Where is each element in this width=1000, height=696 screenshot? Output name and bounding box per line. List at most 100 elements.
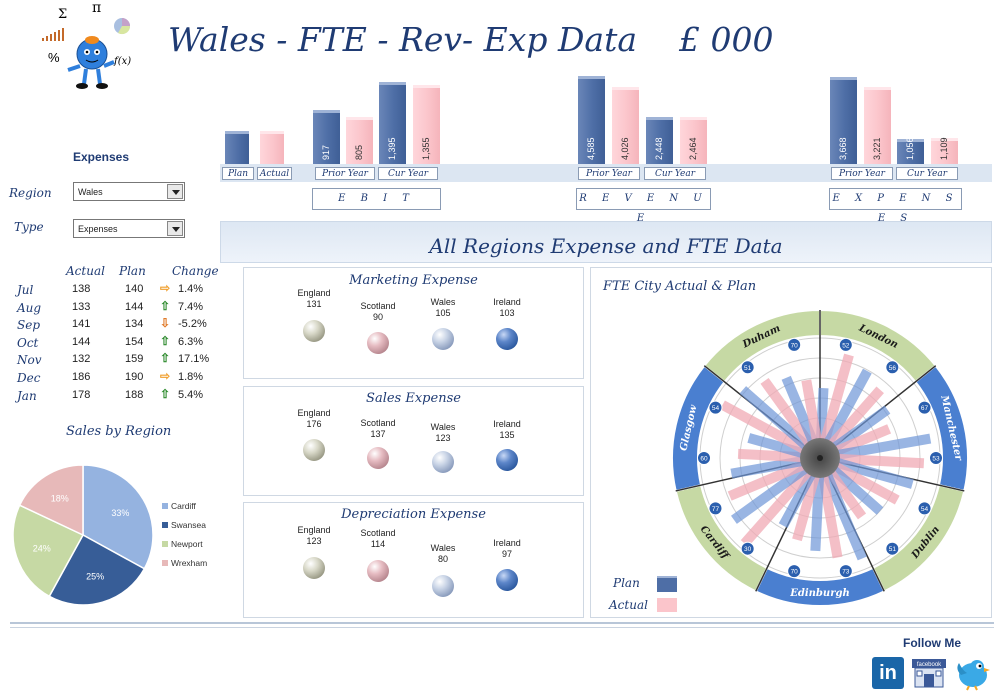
radar-tick-label: 70: [791, 569, 799, 576]
chevron-down-icon[interactable]: [167, 184, 183, 199]
radar-tick-badge: [917, 400, 932, 415]
linkedin-icon[interactable]: in: [872, 657, 904, 689]
radar-tick-badge: [708, 400, 723, 415]
footer-divider: [10, 622, 994, 624]
pie-legend-swatch: [162, 503, 168, 509]
pie-slice-label: 24%: [33, 543, 51, 553]
change-value: 6.3%: [178, 335, 204, 348]
region-value: 80: [437, 554, 448, 564]
chevron-down-icon[interactable]: [167, 221, 183, 236]
scotland-sphere-icon: [367, 560, 389, 582]
region-select-value: Wales: [78, 187, 103, 197]
bar-ebit-prior-plan: [313, 110, 340, 164]
pie-icon: [114, 18, 131, 35]
radar-legend-plan: Plan: [613, 576, 640, 590]
region-value: 90: [372, 312, 383, 322]
bar-expenses-prior-plan: [830, 76, 857, 164]
facebook-icon[interactable]: facebook: [910, 657, 948, 689]
logo-mascot: Σ π % f(x): [36, 0, 146, 94]
region-value: 176: [306, 419, 322, 429]
marketing-wales-label: Wales 105: [415, 297, 471, 319]
depreciation-wales-label: Wales 80: [415, 543, 471, 565]
region-name: Ireland: [493, 419, 521, 429]
radar-segment-london: [819, 308, 938, 384]
bar-ebit-cur-actual: [413, 84, 440, 164]
pie-slice-newport: [12, 504, 85, 598]
radar-tick-label: 56: [889, 365, 897, 372]
pie-legend-label: Newport: [171, 539, 203, 549]
region-value: 103: [499, 308, 515, 318]
ebit-prior-tag: Prior Year: [315, 167, 375, 180]
sales-wales-label: Wales 123: [415, 422, 471, 444]
follow-me-label: Follow Me: [903, 636, 961, 650]
depreciation-england-label: England 123: [286, 525, 342, 547]
pie-slice-cardiff: [82, 464, 154, 570]
bar-value-label: 917: [321, 144, 331, 160]
radar-tick-badge: [708, 501, 723, 516]
type-select[interactable]: Expenses: [73, 219, 185, 238]
plan-value: 188: [125, 388, 144, 401]
arrow-down-icon: ⇩: [160, 316, 171, 331]
pie-slice-label: 18%: [51, 493, 69, 503]
revenue-cur-tag: Cur Year: [644, 167, 706, 180]
arrow-up-icon: ⇧: [160, 298, 171, 313]
radar-actual-bar: [792, 456, 825, 542]
bar-revenue-prior-actual: [612, 86, 639, 164]
pie-slice-label: 25%: [86, 572, 104, 582]
scotland-sphere-icon: [367, 447, 389, 469]
region-value: 123: [435, 433, 451, 443]
radar-tick-label: 53: [932, 456, 940, 463]
radar-tick-label: 67: [921, 405, 929, 412]
bar-value-label: 2,464: [688, 137, 698, 160]
radar-tick-label: 54: [712, 405, 720, 412]
radar-legend-plan-swatch: [657, 576, 677, 592]
all-regions-banner: [220, 221, 992, 263]
actual-value: 132: [72, 353, 91, 366]
percent-symbol: %: [48, 50, 60, 65]
header-actual: Actual: [66, 264, 105, 278]
pi-symbol: π: [92, 2, 101, 16]
footer-divider-thin: [10, 627, 994, 628]
radar-tick-badge: [787, 337, 802, 352]
region-select[interactable]: Wales: [73, 182, 185, 201]
bar-value-label: 3,221: [872, 137, 882, 160]
sales-scotland-label: Scotland 137: [350, 418, 406, 440]
arrow-up-icon: ⇧: [160, 351, 171, 366]
radar-tick-label: 54: [921, 506, 929, 513]
plan-value: 144: [125, 300, 144, 313]
region-name: England: [297, 408, 331, 418]
month-label: Oct: [17, 335, 39, 350]
scotland-sphere-icon: [367, 332, 389, 354]
radar-segment-dublin: [871, 483, 966, 593]
bar-expenses-prior-actual: [864, 87, 891, 164]
all-regions-title: All Regions Expense and FTE Data: [429, 234, 783, 258]
region-value: 137: [370, 429, 386, 439]
radar-tick-label: 51: [889, 546, 897, 553]
marketing-ireland-label: Ireland 103: [479, 297, 535, 319]
region-label: Region: [9, 186, 52, 200]
bar-value-label: 805: [354, 144, 364, 160]
region-name: Scotland: [360, 528, 396, 538]
sales-expense-title: Sales Expense: [366, 391, 461, 406]
legend-actual-tag: Actual: [257, 167, 292, 180]
depreciation-ireland-label: Ireland 97: [479, 538, 535, 560]
twitter-bird-icon[interactable]: [953, 655, 993, 691]
sales-england-label: England 176: [286, 408, 342, 430]
arrow-right-icon: ⇨: [160, 281, 171, 295]
actual-value: 133: [72, 300, 91, 313]
radar-tick-label: 77: [712, 506, 720, 513]
radar-tick-badge: [885, 541, 900, 556]
revenue-section-label: R E V E N U E: [576, 188, 711, 224]
radar-plan-bar: [818, 453, 914, 489]
actual-value: 144: [72, 335, 91, 348]
ireland-sphere-icon: [496, 449, 518, 471]
region-name: England: [297, 288, 331, 298]
legend-plan-bar: [225, 131, 249, 164]
radar-legend-actual-swatch: [657, 598, 677, 612]
bar-value-label: 4,026: [620, 137, 630, 160]
radar-tick-badge: [885, 360, 900, 375]
radar-tick-badge: [929, 451, 943, 465]
bar-value-label: 1,056: [905, 137, 915, 160]
wales-sphere-icon: [432, 328, 454, 350]
bar-ebit-cur-plan: [379, 82, 406, 164]
